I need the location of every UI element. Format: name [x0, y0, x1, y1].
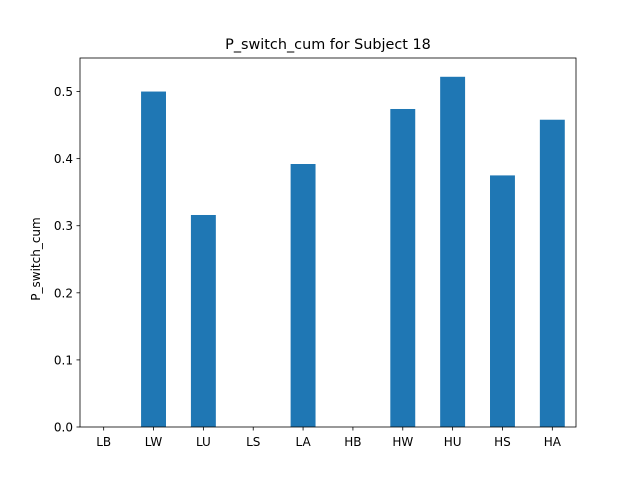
bar-lu	[190, 214, 216, 427]
x-axis-ticks: LB LW LU LS LA HB HW HU HS HA	[96, 427, 562, 449]
bar-hw	[390, 108, 416, 428]
x-tick-label: HA	[544, 435, 562, 449]
x-tick-label: HW	[392, 435, 413, 449]
x-tick-label: LW	[145, 435, 163, 449]
bar-la	[290, 164, 316, 427]
x-tick-label: HU	[444, 435, 462, 449]
bar-lw	[141, 91, 166, 427]
y-tick-label: 0.5	[54, 85, 73, 99]
x-tick-label: LB	[96, 435, 111, 449]
y-axis-ticks: 0.0 0.1 0.2 0.3 0.4 0.5	[54, 85, 80, 435]
y-tick-label: 0.2	[54, 286, 73, 300]
y-tick-label: 0.4	[54, 152, 73, 166]
bars-group	[141, 76, 565, 428]
x-tick-label: LA	[295, 435, 311, 449]
x-tick-label: HB	[344, 435, 361, 449]
x-tick-label: LS	[246, 435, 260, 449]
bar-hs	[490, 175, 515, 427]
y-tick-label: 0.0	[54, 421, 73, 435]
y-tick-label: 0.3	[54, 219, 73, 233]
plot-frame	[79, 57, 577, 428]
bar-ha	[539, 119, 565, 427]
y-axis-label: P_switch_cum	[29, 217, 43, 300]
y-tick-label: 0.1	[54, 353, 73, 367]
x-tick-label: LU	[196, 435, 211, 449]
bar-hu	[440, 76, 466, 427]
x-tick-label: HS	[494, 435, 511, 449]
chart-title: P_switch_cum for Subject 18	[225, 37, 431, 53]
